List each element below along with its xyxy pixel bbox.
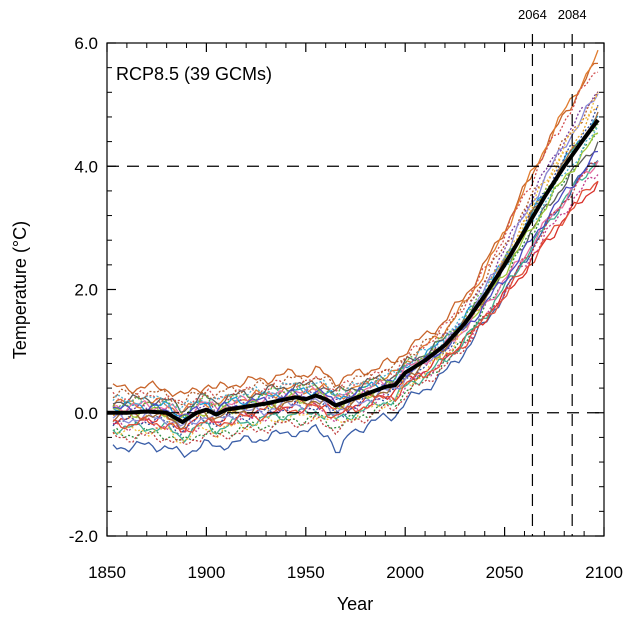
x-tick-label: 1850	[88, 563, 126, 582]
model-series-line	[112, 160, 599, 417]
y-tick-label: 0.0	[74, 404, 98, 423]
model-series-line	[112, 174, 599, 434]
x-tick-label: 1900	[187, 563, 225, 582]
chart-title: RCP8.5 (39 GCMs)	[116, 64, 272, 84]
y-tick-label: 2.0	[74, 281, 98, 300]
axis-ticks: 1850 1900 1950 2000 2050 2100 -2.0 0.0 2.0 4.0 6.0	[69, 34, 623, 582]
x-tick-label: 2000	[386, 563, 424, 582]
model-series-line	[112, 71, 599, 409]
model-series-line	[112, 161, 599, 445]
vertical-reference-label: 2084	[558, 7, 587, 22]
model-series-line	[112, 62, 599, 398]
model-series-line	[112, 180, 599, 433]
model-series-line	[112, 104, 599, 436]
model-series-line	[112, 132, 599, 442]
y-tick-label: 6.0	[74, 34, 98, 53]
model-series-line	[112, 91, 599, 406]
y-tick-label: -2.0	[69, 527, 98, 546]
model-series-line	[112, 126, 599, 411]
y-tick-label: 4.0	[74, 157, 98, 176]
x-tick-label: 2100	[585, 563, 623, 582]
model-series-line	[112, 150, 599, 421]
model-series-line	[112, 115, 599, 419]
vertical-reference-label: 2064	[518, 7, 547, 22]
reference-lines: 2064 2084	[107, 7, 604, 536]
model-series-line	[112, 160, 599, 443]
model-series-line	[112, 132, 599, 423]
x-tick-label: 1950	[287, 563, 325, 582]
plot-frame	[106, 42, 605, 537]
model-series-line	[112, 141, 599, 413]
x-tick-label: 2050	[486, 563, 524, 582]
model-series-line	[112, 180, 599, 433]
y-axis-label: Temperature (°C)	[10, 221, 30, 359]
x-axis-label: Year	[337, 594, 373, 614]
